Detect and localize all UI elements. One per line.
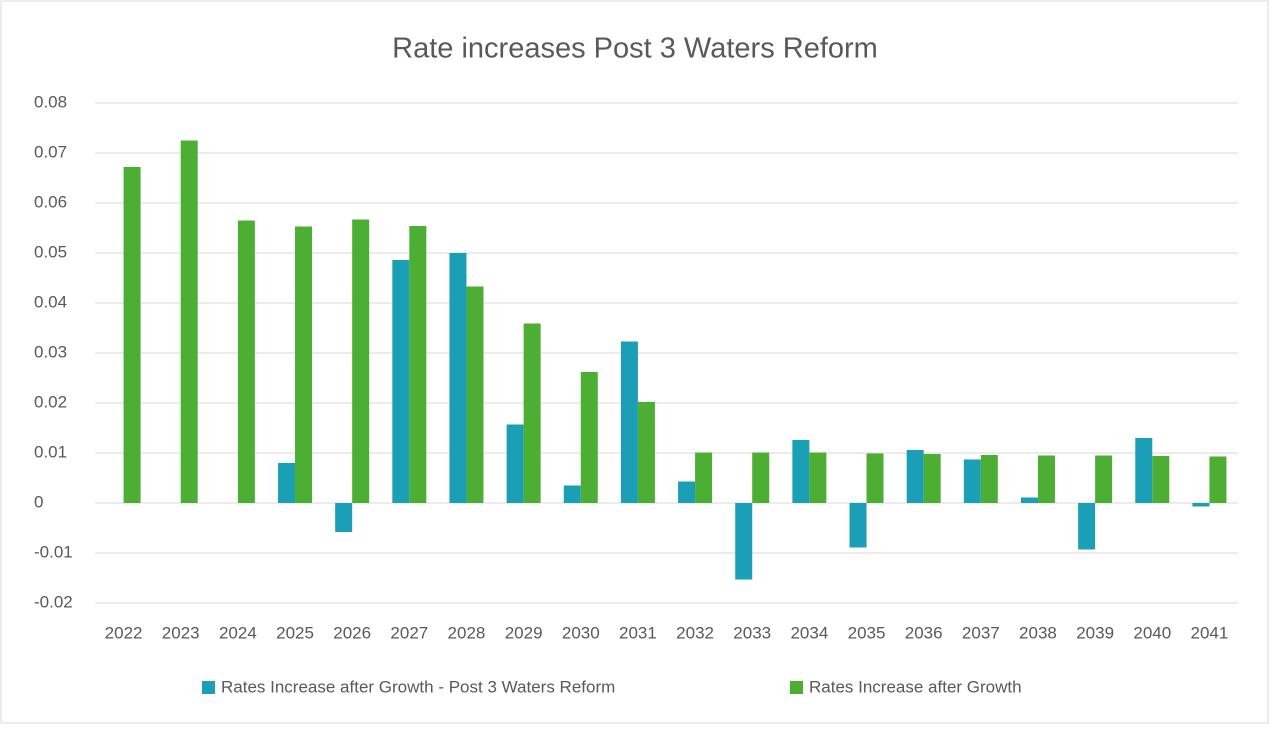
bar <box>1037 455 1055 503</box>
bar <box>1209 456 1227 503</box>
x-tick-label: 2036 <box>905 623 943 642</box>
y-tick-label: 0.01 <box>34 442 67 461</box>
bar <box>735 503 753 580</box>
bar <box>506 424 524 503</box>
x-tick-label: 2022 <box>105 623 143 642</box>
bar <box>580 372 598 503</box>
bar <box>335 503 353 532</box>
x-tick-label: 2025 <box>276 623 314 642</box>
legend-label: Rates Increase after Growth - Post 3 Wat… <box>221 677 615 696</box>
bar <box>695 452 713 503</box>
x-tick-label: 2035 <box>848 623 886 642</box>
y-tick-label: 0.07 <box>34 142 67 161</box>
bar <box>980 455 998 503</box>
x-tick-label: 2033 <box>733 623 771 642</box>
bar <box>637 402 655 503</box>
bar <box>278 463 296 503</box>
chart-title: Rate increases Post 3 Waters Reform <box>392 33 878 65</box>
bar <box>409 226 427 503</box>
y-tick-label: 0.05 <box>34 242 67 261</box>
legend-label: Rates Increase after Growth <box>809 677 1022 696</box>
y-tick-label: 0.02 <box>34 392 67 411</box>
x-tick-label: 2024 <box>219 623 257 642</box>
x-tick-label: 2040 <box>1133 623 1171 642</box>
bar <box>792 440 810 503</box>
bar <box>923 454 941 503</box>
legend-swatch <box>202 681 215 694</box>
bar <box>295 226 313 503</box>
y-tick-label: 0.06 <box>34 192 67 211</box>
bar <box>809 452 827 503</box>
x-tick-label: 2031 <box>619 623 657 642</box>
bar <box>866 453 884 503</box>
x-tick-label: 2034 <box>790 623 828 642</box>
bar <box>123 167 141 503</box>
bar <box>1095 455 1113 503</box>
x-tick-label: 2023 <box>162 623 200 642</box>
x-tick-label: 2026 <box>333 623 371 642</box>
x-tick-label: 2038 <box>1019 623 1057 642</box>
bar <box>523 323 541 503</box>
legend-swatch <box>790 681 803 694</box>
bar <box>1135 438 1153 503</box>
y-tick-label: 0.08 <box>34 92 67 111</box>
bar <box>752 452 770 503</box>
bar <box>620 341 638 503</box>
y-tick-label: -0.02 <box>34 592 73 611</box>
x-tick-label: 2039 <box>1076 623 1114 642</box>
y-tick-label: 0.03 <box>34 342 67 361</box>
bar <box>449 253 467 503</box>
y-tick-label: 0 <box>34 492 43 511</box>
bar <box>352 219 370 503</box>
bar <box>180 140 198 503</box>
bar <box>849 503 867 548</box>
x-tick-label: 2028 <box>448 623 486 642</box>
bar <box>906 450 924 503</box>
x-tick-label: 2037 <box>962 623 1000 642</box>
bar <box>1152 456 1170 503</box>
x-tick-label: 2027 <box>390 623 428 642</box>
bar <box>563 485 581 503</box>
x-tick-label: 2032 <box>676 623 714 642</box>
x-tick-label: 2041 <box>1191 623 1229 642</box>
bar <box>678 481 696 503</box>
bar <box>237 220 255 503</box>
x-tick-label: 2029 <box>505 623 543 642</box>
bar <box>963 459 981 503</box>
x-tick-label: 2030 <box>562 623 600 642</box>
bar <box>1192 503 1210 507</box>
bar <box>1020 497 1038 503</box>
y-tick-label: 0.04 <box>34 292 67 311</box>
y-tick-label: -0.01 <box>34 542 73 561</box>
bar <box>466 286 484 503</box>
bar <box>1078 503 1096 550</box>
bar <box>392 260 410 503</box>
